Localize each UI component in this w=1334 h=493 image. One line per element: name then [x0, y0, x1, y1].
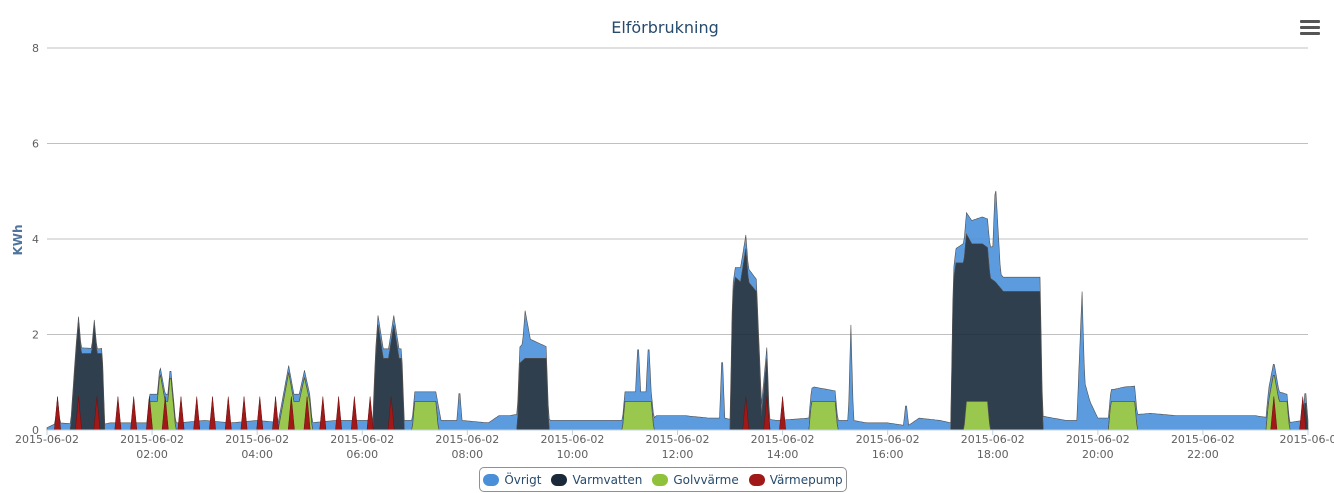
y-tick-label: 4	[32, 233, 39, 246]
series-spike-varmepump[interactable]	[256, 396, 264, 431]
x-tick-date: 2015-06-02	[961, 433, 1025, 446]
x-tick-time: 04:00	[241, 448, 273, 461]
series-spike-varmepump[interactable]	[209, 396, 216, 431]
series-spike-varmepump[interactable]	[350, 396, 358, 431]
y-axis-label: KWh	[11, 224, 25, 255]
series-spike-varmepump[interactable]	[224, 396, 232, 431]
x-tick-date: 2015-06-02	[856, 433, 920, 446]
x-tick-date: 2015-06-02	[751, 433, 815, 446]
chart-title: Elförbrukning	[611, 18, 719, 37]
x-tick-time: 16:00	[872, 448, 904, 461]
x-tick-time: 14:00	[767, 448, 799, 461]
legend-swatch	[652, 473, 669, 486]
x-tick-date: 2015-06-02	[330, 433, 394, 446]
x-tick-time: 02:00	[136, 448, 168, 461]
series-spike-varmepump[interactable]	[272, 396, 279, 431]
x-tick-date: 2015-06-02	[225, 433, 289, 446]
legend-swatch	[483, 473, 500, 486]
x-tick-time: 22:00	[1187, 448, 1219, 461]
series-spike-varmepump[interactable]	[114, 396, 122, 431]
x-tick-date: 2015-06-02	[1171, 433, 1235, 446]
legend-item-varmvatten[interactable]: Varmvatten	[551, 473, 642, 487]
x-tick-date: 2015-06-02	[15, 433, 79, 446]
x-tick-date: 2015-06-02	[646, 433, 710, 446]
series-spike-varmepump[interactable]	[193, 396, 201, 431]
series-spike-varmepump[interactable]	[54, 396, 61, 431]
legend-item-övrigt[interactable]: Övrigt	[483, 473, 541, 487]
x-tick-time: 18:00	[977, 448, 1009, 461]
legend: Övrigt Varmvatten Golvvärme Värmepump	[479, 467, 847, 492]
series-spike-varmepump[interactable]	[335, 396, 343, 431]
x-tick-time: 10:00	[557, 448, 589, 461]
legend-label: Golvvärme	[673, 472, 739, 487]
y-tick-label: 6	[32, 138, 39, 151]
legend-label: Övrigt	[504, 472, 542, 487]
series-spike-varmepump[interactable]	[366, 396, 374, 431]
x-tick-date: 2015-06-02	[540, 433, 604, 446]
legend-label: Varmvatten	[572, 472, 643, 487]
legend-item-golvvärme[interactable]: Golvvärme	[652, 472, 739, 487]
x-tick-date: 2015-06-02	[1066, 433, 1130, 446]
legend-label: Värmepump	[769, 472, 843, 487]
x-tick-date: 2015-06-02	[435, 433, 499, 446]
x-tick-date: 2015-06-0	[1280, 433, 1334, 446]
series-spike-varmepump[interactable]	[240, 396, 248, 431]
series-area-övrigt[interactable]	[46, 190, 1309, 431]
legend-swatch	[551, 473, 568, 486]
series-spike-varmepump[interactable]	[319, 396, 327, 431]
legend-item-värmepump[interactable]: Värmepump	[748, 472, 843, 487]
series-spike-varmepump[interactable]	[130, 396, 138, 431]
y-tick-label: 0	[32, 424, 39, 437]
y-tick-label: 2	[32, 329, 39, 342]
chart-menu-icon[interactable]	[1300, 20, 1320, 38]
series-spike-varmepump[interactable]	[177, 396, 185, 431]
y-tick-label: 8	[32, 42, 39, 55]
x-tick-date: 2015-06-02	[120, 433, 184, 446]
x-tick-time: 12:00	[662, 448, 694, 461]
x-tick-time: 08:00	[451, 448, 483, 461]
legend-swatch	[748, 473, 765, 486]
x-tick-time: 20:00	[1082, 448, 1114, 461]
series-spike-varmepump[interactable]	[779, 396, 787, 431]
x-tick-time: 06:00	[346, 448, 378, 461]
